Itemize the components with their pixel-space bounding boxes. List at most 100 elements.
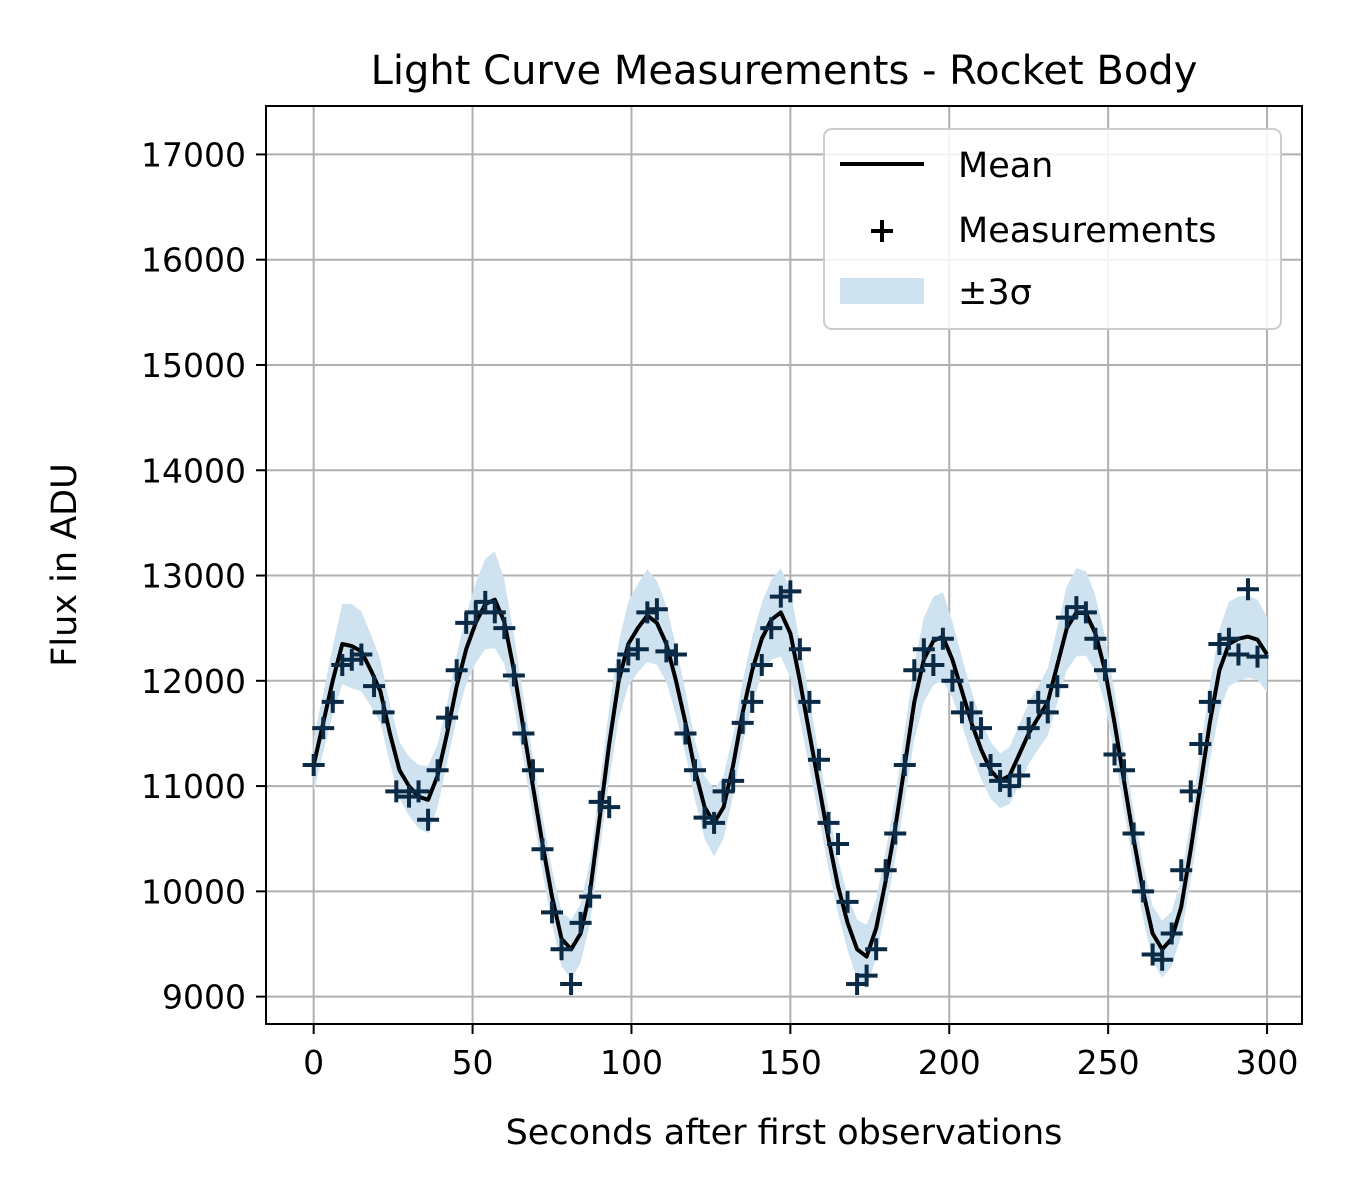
measurement-marker [970,717,993,740]
measurement-marker [1046,675,1069,698]
measurement-marker [474,590,497,613]
x-tick-label: 50 [452,1043,494,1082]
measurement-marker [1170,859,1193,882]
x-tick-label: 150 [759,1043,822,1082]
measurement-marker [385,780,408,803]
measurement-marker [1027,690,1050,713]
measurement-marker [588,790,611,813]
measurement-marker [636,601,659,624]
measurement-marker [703,811,726,834]
legend-mean-label: Mean [958,146,1053,186]
measurement-marker [645,598,668,621]
chart-title: Light Curve Measurements - Rocket Body [371,48,1198,94]
y-tick-label: 14000 [141,451,246,490]
y-axis-title: Flux in ADU [45,463,85,666]
x-tick-label: 0 [303,1043,324,1082]
measurement-marker [874,859,897,882]
measurement-marker [598,796,621,819]
measurement-marker [626,638,649,661]
measurement-marker [827,832,850,855]
measurement-marker [350,643,373,666]
measurement-marker [655,640,678,663]
measurement-marker [521,759,544,782]
measurement-marker [1084,627,1107,650]
y-axis-ticks: 9000 10000 11000 12000 13000 14000 15000 16000 1… [141,135,266,1017]
measurement-marker [1217,627,1240,650]
measurement-marker [731,711,754,734]
measurement-marker [712,780,735,803]
measurement-marker [893,754,916,777]
measurement-marker [989,769,1012,792]
measurement-marker [760,617,783,640]
measurement-marker [331,654,354,677]
plot-frame [265,105,1303,1025]
measurement-marker [922,654,945,677]
y-tick-label: 17000 [141,135,246,174]
measurement-marker [340,648,363,671]
measurement-marker [798,690,821,713]
x-tick-label: 300 [1236,1043,1299,1082]
measurement-marker [1246,645,1269,668]
measurement-marker [674,722,697,745]
measurement-marker [407,780,430,803]
x-tick-label: 100 [600,1043,663,1082]
legend-measurements-label: Measurements [958,211,1217,251]
measurement-marker [417,808,440,831]
measurement-marker [550,938,573,961]
sigma-band-layer [313,551,1267,989]
measurement-marker [998,775,1021,798]
measurement-marker [1103,743,1126,766]
measurement-marker [1141,943,1164,966]
measurement-marker [398,785,421,808]
legend-band-swatch [840,278,924,304]
measurement-marker [372,701,395,724]
measurement-marker [722,769,745,792]
measurement-marker [684,759,707,782]
measurement-marker [1074,601,1097,624]
measurement-marker [1008,764,1031,787]
measurement-marker [1179,780,1202,803]
y-tick-label: 15000 [141,346,246,385]
measurement-marker [541,901,564,924]
measurement-marker [941,669,964,692]
y-tick-label: 11000 [141,767,246,806]
legend-box [823,128,1282,330]
mean-line-layer [311,597,1269,959]
measurement-marker [817,811,840,834]
measurement-marker [1208,632,1231,655]
measurement-marker [363,675,386,698]
measurement-marker [426,759,449,782]
measurement-marker [807,748,830,771]
sigma-band [313,551,1267,989]
measurement-marker [1055,606,1078,629]
measurement-marker [1065,596,1088,619]
y-tick-label: 12000 [141,662,246,701]
measurement-marker [664,643,687,666]
measurement-marker [769,585,792,608]
measurement-marker [979,754,1002,777]
measurement-marker [836,890,859,913]
measurement-marker [1036,701,1059,724]
measurement-marker [312,717,335,740]
measurement-marker [493,617,516,640]
measurement-marker [1113,759,1136,782]
x-tick-label: 200 [918,1043,981,1082]
measurement-marker [912,638,935,661]
measurement-marker [1151,948,1174,971]
measurement-marker [579,885,602,908]
measurement-marker [531,838,554,861]
x-tick-label: 250 [1077,1043,1140,1082]
measurement-marker [865,938,888,961]
x-axis-ticks: 0 50 100 150 200 250 300 [303,1024,1299,1082]
measurement-marker [960,701,983,724]
measurement-marker [1122,822,1145,845]
measurement-marker [483,601,506,624]
y-tick-label: 9000 [162,978,246,1017]
measurement-marker [1198,690,1221,713]
measurement-marker [741,690,764,713]
measurement-marker [1160,922,1183,945]
measurement-marker [1189,732,1212,755]
measurement-marker [750,654,773,677]
legend-measurements-swatch [871,220,893,242]
x-axis-title: Seconds after first observations [506,1113,1063,1153]
